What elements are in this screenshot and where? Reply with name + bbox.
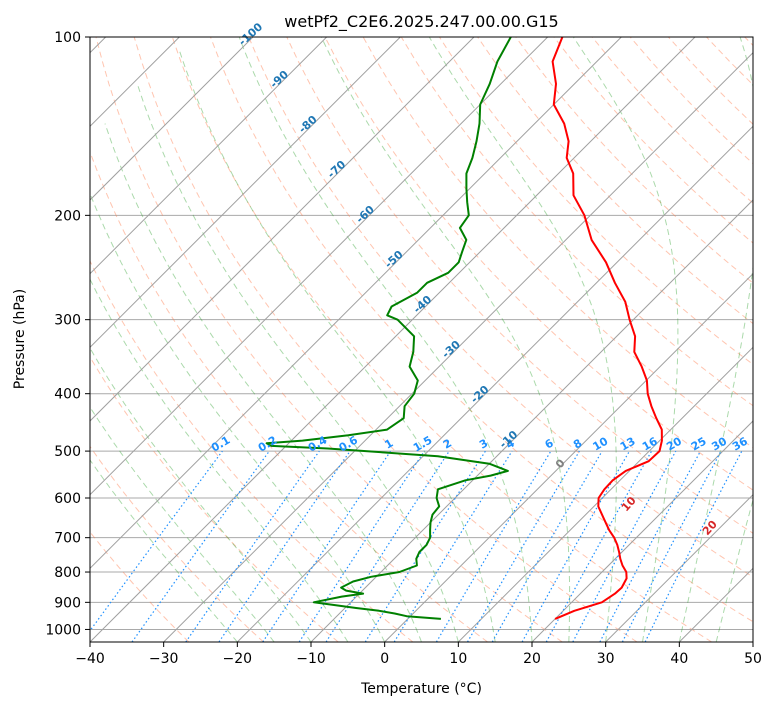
mixing-ratio-line <box>185 450 320 642</box>
isotherm <box>531 420 753 642</box>
moist-adiabat <box>90 347 312 642</box>
dry-adiabat <box>90 445 264 642</box>
mixing-ratio-line <box>90 450 223 632</box>
x-tick-label: −40 <box>75 651 105 667</box>
x-tick-label: −20 <box>223 651 253 667</box>
moist-adiabat <box>238 37 533 642</box>
mixing-ratio-line <box>218 450 351 642</box>
x-tick-label: 50 <box>744 651 762 667</box>
mixing-ratio-line <box>545 450 653 642</box>
dry-adiabat <box>515 37 753 284</box>
isotherm <box>90 37 696 642</box>
mixing-ratio-line <box>521 450 631 642</box>
x-tick-label: 10 <box>449 651 467 667</box>
moist-adiabat <box>320 37 571 642</box>
dewpoint-profile <box>265 37 512 620</box>
dry-adiabat <box>133 37 638 642</box>
moist-adiabat <box>90 192 386 642</box>
mixing-ratio-line <box>262 450 392 642</box>
y-tick-label: 300 <box>54 313 81 329</box>
dry-adiabat <box>248 37 753 578</box>
mixing-ratio-line <box>131 450 270 642</box>
x-tick-label: −10 <box>296 651 326 667</box>
mixing-ratio-line <box>393 450 513 642</box>
moist-adiabat <box>715 497 753 642</box>
y-tick-label: 400 <box>54 387 81 403</box>
dry-adiabat <box>324 37 753 491</box>
isotherm <box>90 37 475 422</box>
x-tick-label: 20 <box>523 651 541 667</box>
y-tick-label: 200 <box>54 208 81 224</box>
isotherm <box>457 346 753 642</box>
isotherm <box>90 37 622 570</box>
y-tick-label: 900 <box>54 595 81 611</box>
x-tick-label: −30 <box>149 651 179 667</box>
chart-title: wetPf2_C2E6.2025.247.00.00.G15 <box>284 12 558 32</box>
moist-adiabat <box>90 406 275 642</box>
dry-adiabat <box>210 37 753 623</box>
isotherm <box>163 51 753 642</box>
dry-adiabat <box>286 37 753 534</box>
moist-adiabat <box>678 37 753 642</box>
mixing-ratio-line <box>572 450 677 642</box>
y-axis-label: Pressure (hPa) <box>12 289 28 389</box>
y-tick-label: 500 <box>54 444 81 460</box>
mixing-ratio-line <box>298 450 425 642</box>
moist-adiabat <box>572 37 679 642</box>
moist-adiabat <box>90 278 349 642</box>
x-tick-label: 0 <box>380 651 389 667</box>
isotherm <box>90 37 328 275</box>
temperature-profile <box>551 37 663 620</box>
x-axis-label: Temperature (°C) <box>360 681 482 697</box>
dry-adiabat <box>95 37 563 642</box>
isotherm <box>90 37 549 496</box>
dry-adiabat <box>171 37 712 642</box>
x-tick-label: 30 <box>597 651 615 667</box>
y-tick-label: 600 <box>54 491 81 507</box>
moist-adiabat <box>136 83 459 642</box>
mixing-ratio-line <box>325 450 450 642</box>
y-tick-label: 100 <box>54 30 81 46</box>
dry-adiabat <box>90 356 339 642</box>
moist-adiabat <box>178 49 496 642</box>
y-tick-label: 1000 <box>45 622 81 638</box>
isotherm <box>90 37 254 201</box>
isotherm <box>90 37 401 349</box>
y-tick-label: 800 <box>54 565 81 581</box>
x-tick-label: 40 <box>670 651 688 667</box>
dry-adiabat <box>90 259 414 642</box>
y-tick-label: 700 <box>54 531 81 547</box>
plot-frame <box>89 36 754 643</box>
moist-adiabat <box>104 123 422 642</box>
isotherm <box>605 493 753 642</box>
isotherm <box>384 272 753 642</box>
isotherm <box>236 125 753 642</box>
isotherm <box>310 199 753 642</box>
moist-adiabat <box>428 37 617 642</box>
mixing-ratio-line <box>644 450 743 642</box>
